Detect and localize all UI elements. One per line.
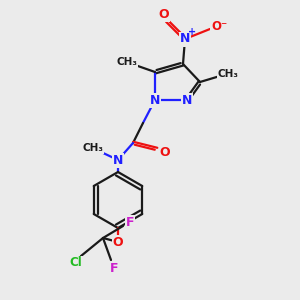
Text: N: N — [150, 94, 160, 106]
Text: CH₃: CH₃ — [116, 57, 137, 67]
Text: F: F — [110, 262, 118, 275]
Text: F: F — [126, 215, 134, 229]
Text: N: N — [182, 94, 192, 106]
Text: O⁻: O⁻ — [211, 20, 227, 32]
Text: CH₃: CH₃ — [218, 69, 239, 79]
Text: N: N — [180, 32, 190, 46]
Text: N: N — [113, 154, 123, 166]
Text: CH₃: CH₃ — [82, 143, 103, 153]
Text: +: + — [188, 27, 196, 37]
Text: Cl: Cl — [70, 256, 83, 269]
Text: O: O — [160, 146, 170, 158]
Text: O: O — [159, 8, 169, 20]
Text: O: O — [113, 236, 123, 248]
